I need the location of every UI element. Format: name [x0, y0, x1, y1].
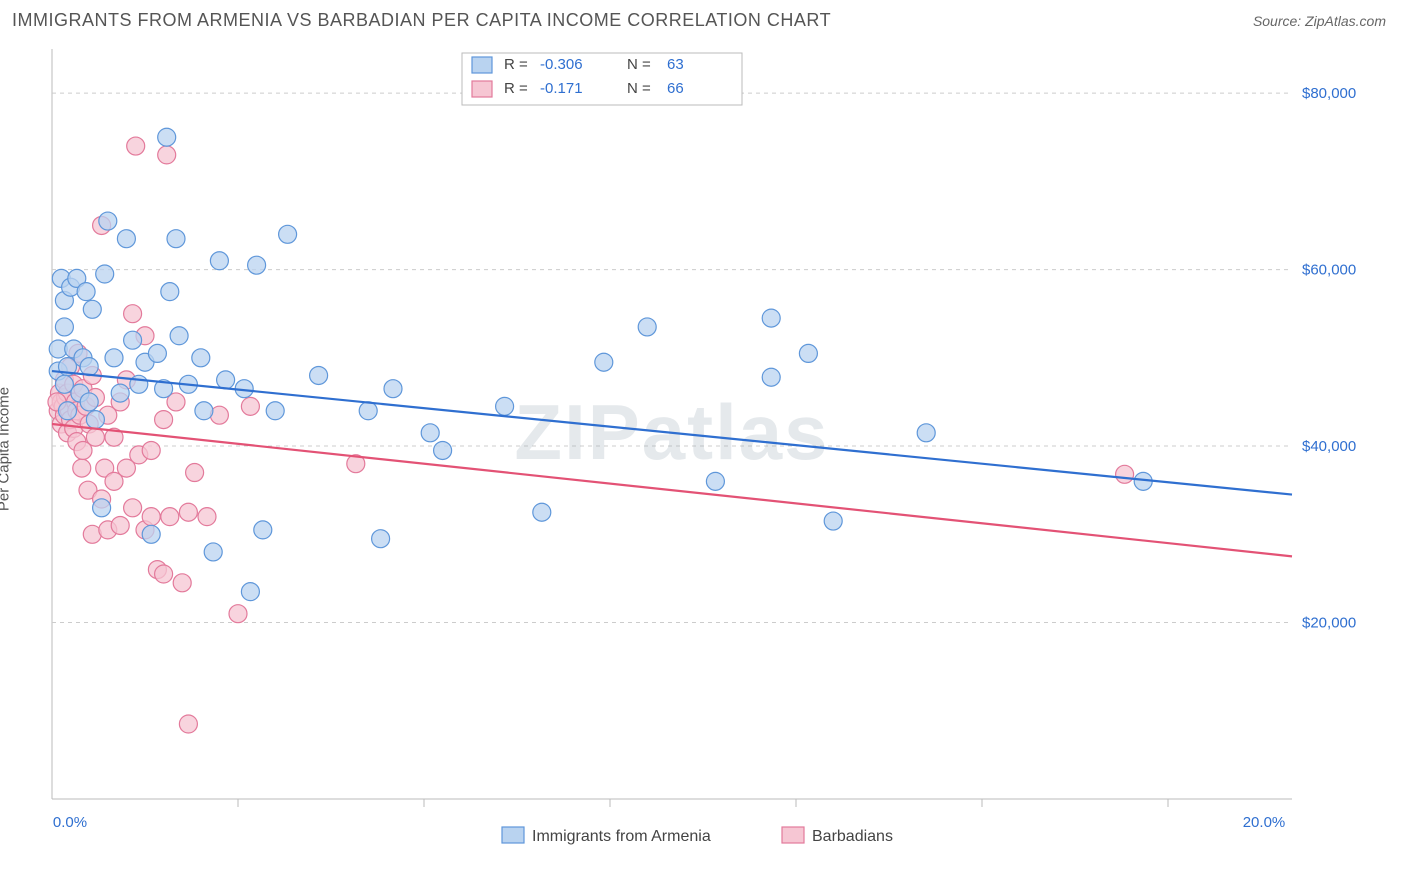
data-point	[158, 128, 176, 146]
data-point	[279, 225, 297, 243]
data-point	[421, 424, 439, 442]
data-point	[198, 508, 216, 526]
data-point	[241, 397, 259, 415]
data-point	[799, 344, 817, 362]
data-point	[93, 499, 111, 517]
data-point	[127, 137, 145, 155]
data-point	[229, 605, 247, 623]
legend-swatch	[472, 57, 492, 73]
data-point	[80, 393, 98, 411]
y-axis-label: Per Capita Income	[0, 387, 13, 511]
data-point	[155, 565, 173, 583]
legend-r-value: -0.306	[540, 56, 583, 73]
chart-title: IMMIGRANTS FROM ARMENIA VS BARBADIAN PER…	[12, 10, 831, 31]
data-point	[155, 411, 173, 429]
data-point	[77, 283, 95, 301]
data-point	[179, 715, 197, 733]
data-point	[254, 521, 272, 539]
legend-r-value: -0.171	[540, 80, 583, 97]
data-point	[195, 402, 213, 420]
data-point	[99, 212, 117, 230]
data-point	[179, 503, 197, 521]
data-point	[142, 508, 160, 526]
legend-n-label: N =	[627, 80, 651, 97]
data-point	[73, 459, 91, 477]
legend-n-value: 66	[667, 80, 684, 97]
x-tick-label: 0.0%	[53, 814, 87, 831]
data-point	[706, 472, 724, 490]
data-point	[186, 464, 204, 482]
data-point	[372, 530, 390, 548]
data-point	[161, 283, 179, 301]
legend-series-label: Immigrants from Armenia	[532, 828, 711, 845]
data-point	[124, 305, 142, 323]
data-point	[124, 499, 142, 517]
data-point	[111, 516, 129, 534]
data-point	[496, 397, 514, 415]
data-point	[161, 508, 179, 526]
data-point	[638, 318, 656, 336]
data-point	[80, 358, 98, 376]
data-point	[59, 402, 77, 420]
data-point	[192, 349, 210, 367]
y-tick-label: $80,000	[1302, 85, 1356, 102]
scatter-chart: $20,000$40,000$60,000$80,0000.0%20.0%ZIP…	[12, 39, 1372, 859]
y-tick-label: $20,000	[1302, 615, 1356, 632]
legend-swatch	[502, 827, 524, 843]
data-point	[533, 503, 551, 521]
data-point	[142, 525, 160, 543]
data-point	[210, 252, 228, 270]
data-point	[241, 583, 259, 601]
y-tick-label: $60,000	[1302, 262, 1356, 279]
legend-n-value: 63	[667, 56, 684, 73]
data-point	[434, 441, 452, 459]
data-point	[359, 402, 377, 420]
data-point	[762, 368, 780, 386]
data-point	[55, 318, 73, 336]
data-point	[204, 543, 222, 561]
chart-source: Source: ZipAtlas.com	[1253, 13, 1386, 29]
y-tick-label: $40,000	[1302, 438, 1356, 455]
data-point	[83, 300, 101, 318]
data-point	[111, 384, 129, 402]
data-point	[762, 309, 780, 327]
data-point	[266, 402, 284, 420]
data-point	[310, 366, 328, 384]
legend-n-label: N =	[627, 56, 651, 73]
data-point	[142, 441, 160, 459]
data-point	[917, 424, 935, 442]
data-point	[86, 428, 104, 446]
legend-series-label: Barbadians	[812, 828, 893, 845]
data-point	[173, 574, 191, 592]
data-point	[217, 371, 235, 389]
data-point	[117, 230, 135, 248]
legend-swatch	[472, 81, 492, 97]
data-point	[167, 230, 185, 248]
data-point	[595, 353, 613, 371]
data-point	[148, 344, 166, 362]
legend-r-label: R =	[504, 80, 528, 97]
legend-swatch	[782, 827, 804, 843]
data-point	[248, 256, 266, 274]
data-point	[86, 411, 104, 429]
data-point	[124, 331, 142, 349]
data-point	[170, 327, 188, 345]
x-tick-label: 20.0%	[1243, 814, 1286, 831]
data-point	[1116, 465, 1134, 483]
data-point	[384, 380, 402, 398]
data-point	[158, 146, 176, 164]
data-point	[105, 349, 123, 367]
data-point	[824, 512, 842, 530]
legend-r-label: R =	[504, 56, 528, 73]
data-point	[96, 265, 114, 283]
